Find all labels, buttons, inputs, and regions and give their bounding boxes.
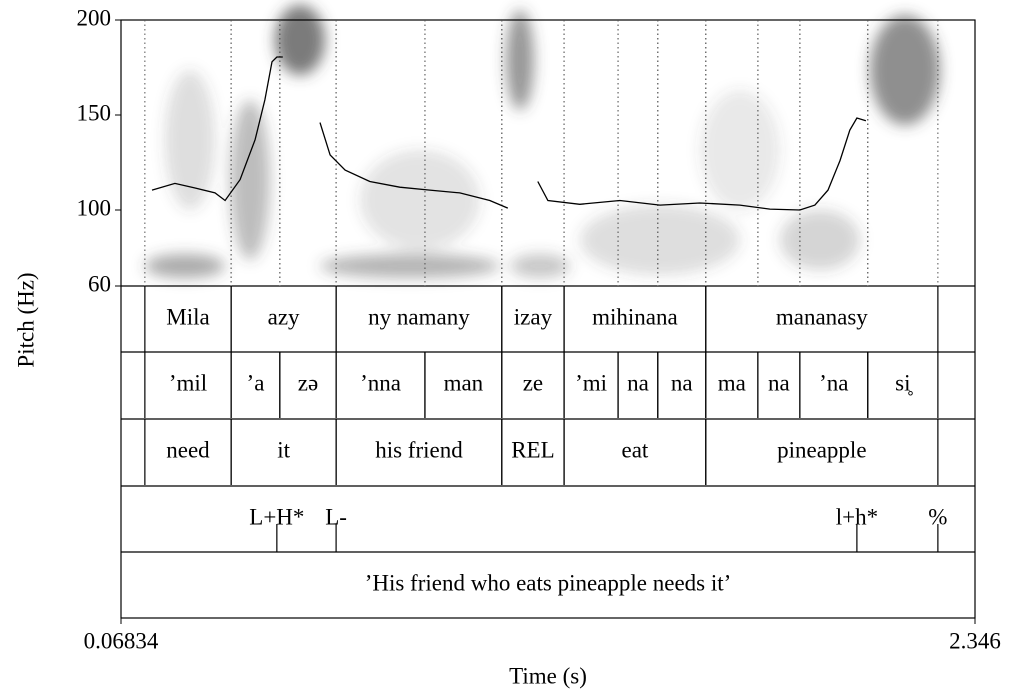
y-tick-label: 200 — [77, 5, 112, 30]
interval-label: ’mi — [575, 370, 607, 395]
interval-label: ny namany — [368, 304, 470, 329]
tone-label: % — [928, 504, 947, 529]
interval-label: na — [671, 370, 693, 395]
x-tick-label: 0.06834 — [84, 628, 159, 653]
y-axis-label: Pitch (Hz) — [13, 272, 38, 367]
interval-label: pineapple — [777, 437, 866, 462]
y-tick-label: 100 — [77, 195, 112, 220]
interval-label: izay — [514, 304, 553, 329]
x-tick-label: 2.346 — [949, 628, 1001, 653]
interval-label: ’na — [819, 370, 848, 395]
interval-label: his friend — [375, 437, 463, 462]
tone-label: L- — [325, 504, 347, 529]
interval-label: Mila — [166, 304, 209, 329]
x-axis-label: Time (s) — [509, 663, 587, 688]
y-tick-label: 60 — [88, 271, 111, 296]
interval-label: na — [627, 370, 649, 395]
frame — [120, 19, 976, 619]
interval-label: man — [444, 370, 484, 395]
tone-label: l+h* — [836, 504, 878, 529]
interval-label: ’nna — [360, 370, 401, 395]
interval-label: ’mil — [169, 370, 207, 395]
translation: ’His friend who eats pineapple needs it’ — [365, 570, 732, 595]
plot-frame — [120, 19, 976, 619]
interval-label: ze — [523, 370, 543, 395]
tone-label: L+H* — [249, 504, 304, 529]
pitch-contour — [151, 56, 867, 211]
interval-label: si̥ — [895, 370, 913, 395]
interval-label: mananasy — [776, 304, 868, 329]
interval-label: eat — [622, 437, 649, 462]
interval-label: ma — [718, 370, 746, 395]
interval-label: need — [166, 437, 210, 462]
interval-label: na — [768, 370, 790, 395]
interval-label: azy — [268, 304, 300, 329]
spectrogram — [145, 5, 940, 278]
interval-label: REL — [511, 437, 554, 462]
interval-label: zə — [298, 370, 318, 395]
interval-label: it — [277, 437, 290, 462]
interval-label: mihinana — [592, 304, 678, 329]
y-tick-label: 150 — [77, 100, 112, 125]
interval-label: ’a — [247, 370, 265, 395]
